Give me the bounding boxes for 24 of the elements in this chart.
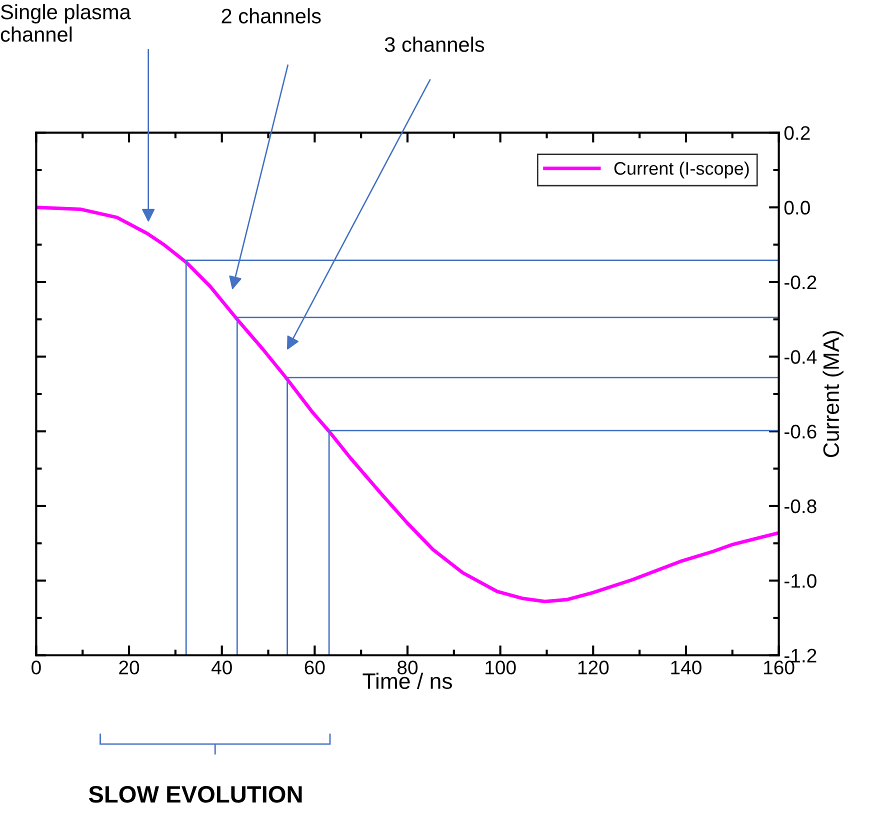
y-tick-label: -0.6 [784,424,816,439]
x-tick-label: 60 [304,660,325,674]
x-tick-label: 20 [119,660,140,674]
y-tick-label: 0.0 [784,200,810,215]
text: SLOW EVOLUTION [88,786,302,803]
y-axis-title: Current (MA) [822,331,844,458]
y-tick-label: -1.2 [784,648,816,662]
x-tick-label: 0 [32,660,41,674]
text: 3 channels [384,36,484,52]
legend-label: Current (I-scope) [614,162,749,178]
x-tick-label: 160 [764,660,794,674]
y-tick-label: 0.2 [784,126,810,140]
text: 2 channels [222,8,321,24]
y-tick-label: -1.0 [784,574,816,588]
x-tick-label: 120 [578,660,609,674]
x-tick-label: 140 [671,660,702,674]
y-tick-label: -0.2 [784,275,816,290]
y-tick-label: -0.4 [784,350,817,364]
text: Single plasma channel [0,4,131,42]
x-tick-label: 40 [211,660,232,674]
x-tick-label: 100 [486,660,516,674]
line-series [36,206,779,604]
y-tick-label: -0.8 [784,499,816,514]
x-tick-label: 80 [398,660,418,674]
